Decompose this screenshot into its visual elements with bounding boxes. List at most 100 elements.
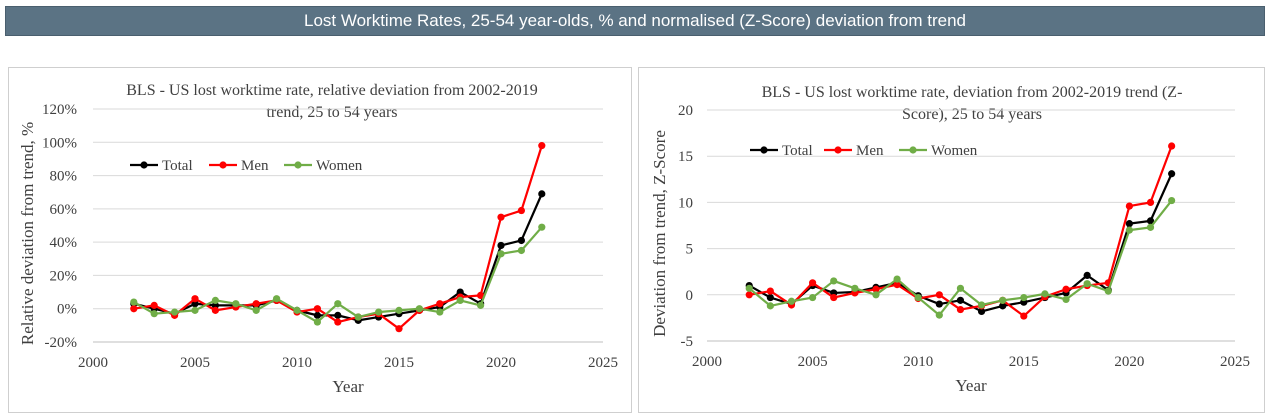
chart-title-line: trend, 25 to 54 years [266,104,397,121]
data-point-women [1083,280,1091,288]
x-axis-title: Year [332,377,364,396]
x-tick-label: 2025 [1220,354,1250,370]
data-point-women [893,275,901,283]
data-point-men [191,295,199,303]
data-point-total [956,296,965,304]
data-point-women [456,296,464,304]
data-point-men [334,318,342,326]
data-point-women [956,284,965,292]
header-banner: Lost Worktime Rates, 25-54 year-olds, % … [5,6,1265,36]
y-tick-label: 20% [50,268,78,284]
y-tick-label: 10 [678,195,693,211]
data-point-women [211,296,219,304]
chart-title-line: BLS - US lost worktime rate, deviation f… [762,84,1183,101]
data-point-men [1020,312,1028,320]
y-tick-label: 20 [678,103,693,119]
data-point-total [1125,220,1133,228]
chart-panel-relative: BLS - US lost worktime rate, relative de… [8,67,632,413]
y-tick-label: 5 [686,242,694,258]
data-point-women [150,310,158,318]
legend-swatch-marker [140,161,148,169]
data-point-total [497,241,505,250]
y-tick-label: -5 [681,334,694,350]
data-point-women [977,301,986,309]
legend-swatch-marker [909,146,917,154]
x-tick-label: 2005 [180,355,210,371]
x-tick-label: 2010 [903,354,933,370]
data-point-women [538,223,546,231]
data-point-men [1125,202,1133,210]
data-point-men [150,301,158,309]
data-point-men [517,206,525,215]
data-point-men [497,213,505,221]
data-point-women [191,306,199,314]
data-point-women [872,291,880,299]
y-tick-label: 120% [42,102,77,118]
legend-label-total: Total [162,158,193,174]
legend-swatch-marker [760,146,768,154]
data-point-women [914,293,922,302]
y-tick-label: 0 [686,288,694,304]
data-point-men [436,300,444,308]
data-point-women [1168,196,1176,205]
x-axis-title: Year [955,376,987,395]
legend-swatch-marker [219,161,227,169]
data-point-women [1104,287,1112,295]
data-point-total [1083,271,1091,279]
data-point-women [252,306,260,314]
data-point-women [436,308,444,316]
data-point-total [211,301,219,309]
data-point-total [334,311,342,319]
y-axis-title: Relative deviation from trend, % [18,122,37,345]
data-point-women [851,284,859,292]
data-point-men [1168,142,1176,150]
data-point-men [830,293,838,302]
y-tick-label: -20% [45,335,78,351]
legend-swatch-marker [834,146,842,154]
data-point-women [477,301,485,309]
data-point-women [999,296,1007,304]
data-point-women [171,308,179,316]
data-point-women [745,284,753,292]
y-tick-label: 0% [57,302,77,318]
y-tick-label: 100% [42,135,77,151]
data-point-total [977,307,986,316]
data-point-men [395,325,403,333]
x-tick-label: 2015 [384,355,414,371]
x-tick-label: 2010 [282,355,312,371]
data-point-women [293,306,301,314]
data-point-total [1146,217,1155,225]
data-point-total [191,300,199,308]
chart-title-line: BLS - US lost worktime rate, relative de… [126,82,537,99]
data-point-men [252,300,260,308]
data-point-total [1168,170,1176,178]
data-point-women [766,302,774,310]
x-tick-label: 2015 [1009,354,1039,370]
data-point-women [517,246,525,255]
data-point-total [517,236,525,245]
data-point-total [999,302,1007,310]
data-point-men [809,279,817,287]
data-point-men [477,291,485,299]
data-point-women [809,293,817,302]
legend-label-total: Total [782,143,813,159]
data-point-women [497,250,505,258]
y-tick-label: 40% [50,235,78,251]
data-point-total [313,311,321,319]
data-point-men [745,291,753,299]
data-point-men [766,287,774,295]
data-point-men [130,305,138,313]
data-point-women [415,305,423,313]
data-point-men [538,142,546,150]
data-point-women [830,277,838,285]
page-title: Lost Worktime Rates, 25-54 year-olds, % … [303,11,966,30]
legend-label-men: Men [856,143,884,159]
data-point-women [313,318,321,326]
x-tick-label: 2020 [1114,354,1144,370]
chart-relative-deviation: BLS - US lost worktime rate, relative de… [18,82,618,396]
data-point-women [130,298,138,306]
data-point-women [1062,295,1070,304]
data-point-women [395,306,403,314]
legend-label-men: Men [241,158,269,174]
legend-swatch-marker [294,161,302,169]
